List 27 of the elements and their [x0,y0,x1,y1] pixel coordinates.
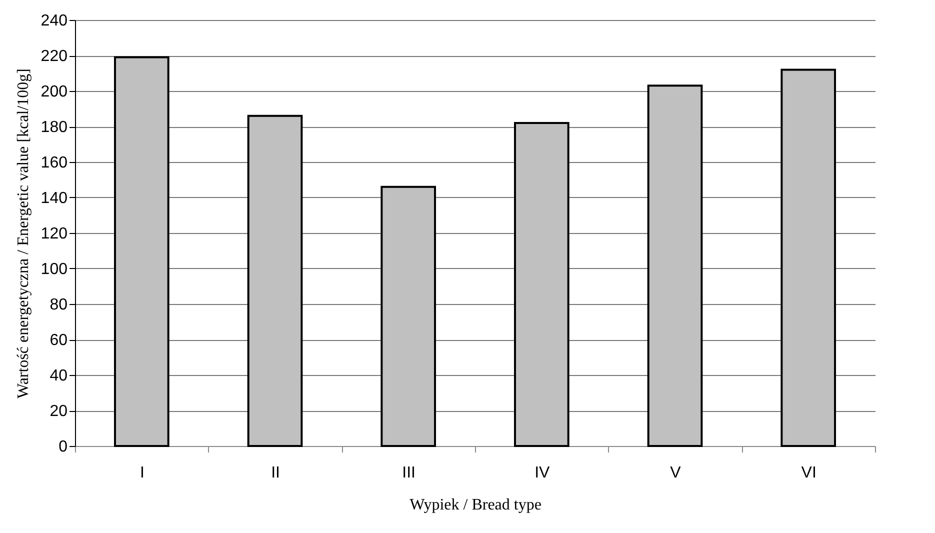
y-tick-label: 140 [40,190,68,207]
x-tick-label: II [271,464,280,482]
y-tick-label: 80 [50,296,68,314]
bar [247,114,303,447]
y-tick-label: 60 [50,332,68,349]
x-tick-label: IV [534,464,550,482]
y-tick-label: 220 [40,48,68,65]
y-tick-label: 120 [40,226,68,242]
y-tick-label: 180 [40,119,68,136]
x-tick-label: VI [801,464,816,482]
bar [647,84,703,447]
y-tick-label: 200 [40,84,68,100]
bar [514,122,570,447]
bar [114,56,170,447]
y-tick-label: 100 [40,261,68,278]
y-tick-label: 20 [50,403,68,420]
bar [380,186,436,447]
bar [780,68,836,447]
x-axis-title: Wypiek / Bread type [410,496,542,514]
y-axis-title: Wartość energetyczna / Energetic value [kcal/100g] [14,68,32,398]
y-tick-label: 240 [40,12,68,30]
y-tick-label: 0 [58,438,68,456]
y-tick-label: 160 [40,154,68,172]
x-tick-label: I [140,464,144,482]
y-tick-label: 40 [50,368,68,384]
x-tick-label: III [402,464,416,482]
x-tick-label: V [670,464,682,482]
